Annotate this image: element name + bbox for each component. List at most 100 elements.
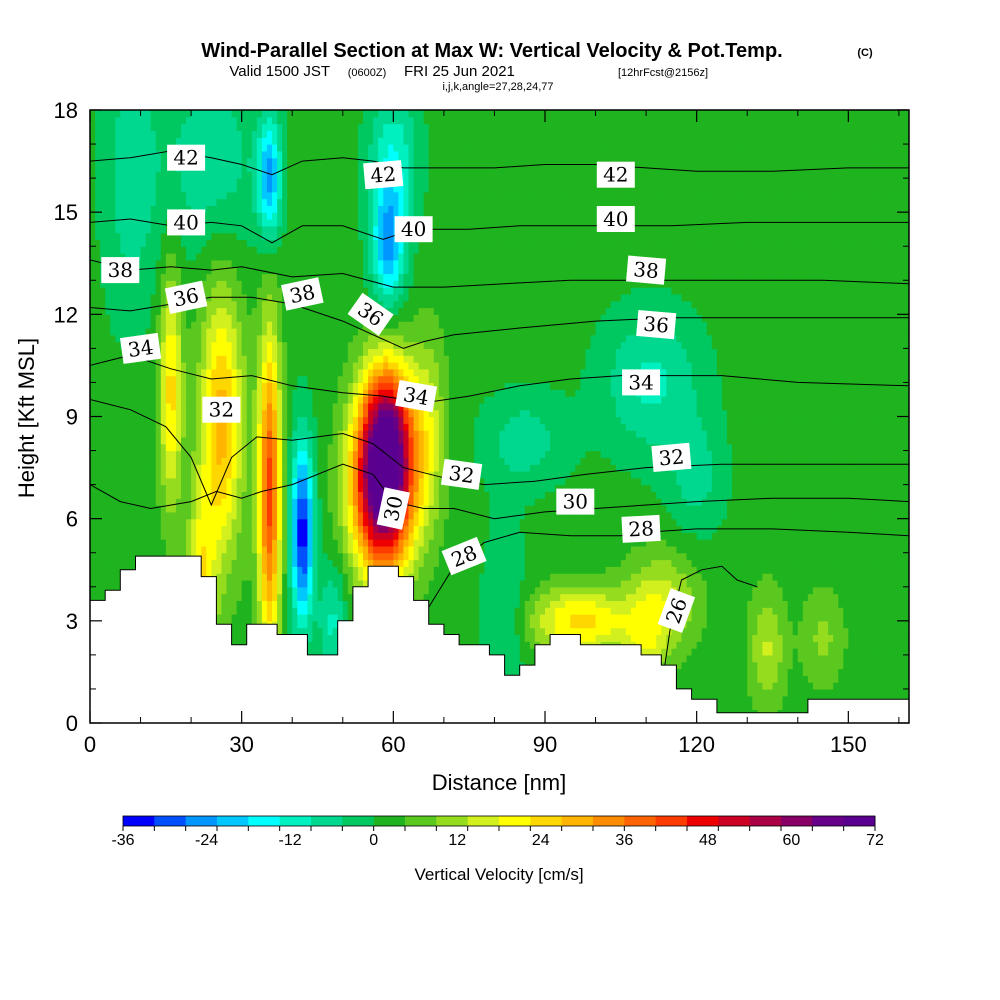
velocity-cell: [448, 525, 455, 533]
velocity-cell: [848, 545, 854, 554]
velocity-cell: [701, 614, 708, 622]
velocity-cell: [888, 525, 895, 533]
velocity-cell: [590, 600, 597, 608]
velocity-cell: [807, 668, 814, 676]
velocity-cell: [873, 688, 880, 697]
velocity-cell: [342, 559, 349, 567]
velocity-cell: [792, 614, 799, 622]
velocity-cell: [681, 634, 688, 642]
velocity-cell: [322, 620, 329, 629]
velocity-cell: [666, 648, 672, 656]
velocity-cell: [823, 627, 829, 636]
velocity-cell: [418, 532, 425, 540]
velocity-cell: [565, 552, 571, 561]
velocity-cell: [585, 511, 592, 520]
velocity-cell: [716, 675, 723, 683]
velocity-cell: [560, 586, 566, 595]
velocity-cell: [721, 552, 728, 561]
velocity-cell: [762, 675, 769, 683]
velocity-cell: [848, 539, 854, 547]
velocity-cell: [676, 648, 683, 656]
velocity-cell: [575, 627, 581, 636]
velocity-cell: [423, 579, 430, 588]
velocity-cell: [287, 525, 293, 533]
velocity-cell: [125, 552, 132, 561]
velocity-cell: [823, 545, 829, 554]
velocity-cell: [570, 539, 576, 547]
velocity-cell: [878, 648, 885, 656]
velocity-cell: [302, 552, 308, 561]
velocity-cell: [292, 573, 298, 581]
velocity-cell: [524, 620, 531, 629]
velocity-cell: [782, 539, 789, 547]
velocity-cell: [686, 682, 693, 690]
velocity-cell: [838, 614, 844, 622]
velocity-cell: [833, 682, 839, 690]
velocity-cell: [625, 620, 632, 629]
velocity-cell: [752, 654, 758, 663]
velocity-cell: [560, 545, 566, 554]
velocity-cell: [519, 654, 526, 663]
velocity-cell: [272, 552, 278, 561]
velocity-cell: [494, 552, 501, 561]
velocity-cell: [317, 511, 324, 520]
velocity-cell: [858, 607, 865, 615]
velocity-cell: [706, 648, 713, 656]
velocity-cell: [818, 539, 824, 547]
velocity-cell: [302, 579, 308, 588]
velocity-cell: [555, 545, 561, 554]
velocity-cell: [534, 607, 541, 615]
velocity-cell: [292, 600, 298, 608]
velocity-cell: [423, 525, 430, 533]
velocity-cell: [352, 539, 359, 547]
velocity-cell: [737, 539, 743, 547]
velocity-cell: [767, 620, 774, 629]
velocity-cell: [853, 593, 860, 601]
velocity-cell: [494, 634, 501, 642]
velocity-cell: [893, 654, 900, 663]
velocity-cell: [347, 579, 354, 588]
velocity-cell: [661, 641, 667, 649]
velocity-cell: [236, 545, 243, 554]
velocity-cell: [737, 532, 743, 540]
velocity-cell: [646, 593, 652, 601]
velocity-cell: [332, 620, 339, 629]
velocity-cell: [464, 586, 470, 595]
velocity-cell: [307, 579, 314, 588]
velocity-cell: [443, 539, 450, 547]
velocity-cell: [256, 586, 263, 595]
velocity-cell: [716, 511, 723, 520]
velocity-cell: [454, 593, 460, 601]
velocity-cell: [797, 525, 804, 533]
velocity-cell: [266, 607, 273, 615]
velocity-cell: [863, 579, 870, 588]
velocity-cell: [246, 579, 253, 588]
velocity-cell: [828, 600, 834, 608]
velocity-cell: [100, 511, 106, 520]
velocity-cell: [787, 579, 794, 588]
velocity-cell: [681, 511, 688, 520]
velocity-cell: [120, 539, 126, 547]
velocity-cell: [196, 511, 202, 520]
velocity-cell: [732, 648, 738, 656]
velocity-cell: [701, 532, 708, 540]
velocity-cell: [236, 586, 243, 595]
velocity-cell: [550, 518, 556, 527]
velocity-cell: [757, 682, 763, 690]
velocity-cell: [383, 532, 389, 540]
velocity-cell: [782, 648, 789, 656]
velocity-cell: [898, 518, 905, 527]
velocity-cell: [868, 648, 875, 656]
chart-subtitle: Valid 1500 JST (0600Z) FRI 25 Jun 2021 […: [229, 63, 708, 80]
velocity-cell: [833, 566, 839, 574]
velocity-cell: [706, 654, 713, 663]
velocity-cell: [191, 532, 197, 540]
velocity-cell: [646, 634, 652, 642]
velocity-cell: [701, 518, 708, 527]
velocity-cell: [322, 539, 329, 547]
velocity-cell: [646, 579, 652, 588]
velocity-cell: [206, 545, 212, 554]
velocity-cell: [251, 573, 258, 581]
velocity-cell: [357, 539, 364, 547]
velocity-cell: [863, 641, 870, 649]
